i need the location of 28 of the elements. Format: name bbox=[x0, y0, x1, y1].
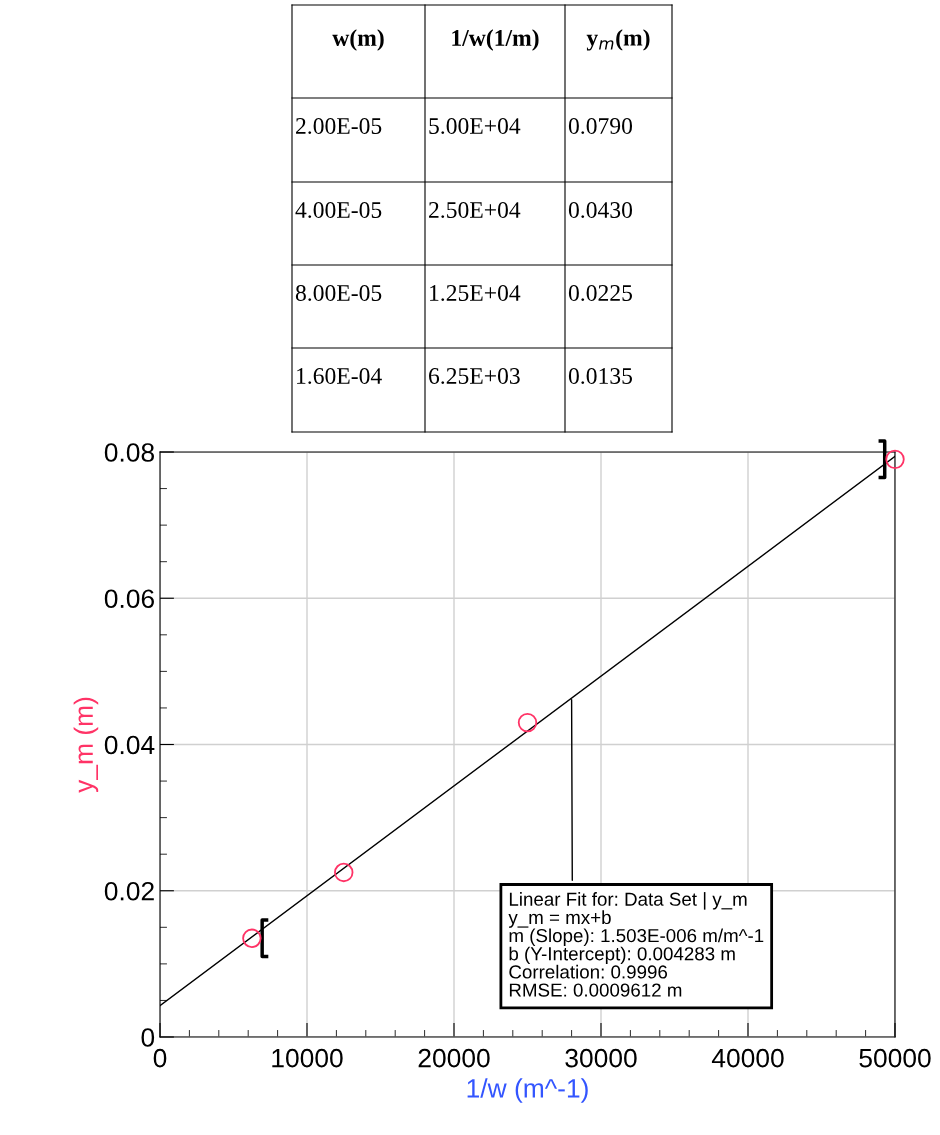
text: 0.0135 bbox=[568, 367, 633, 385]
text: 1.25E+04 bbox=[430, 284, 521, 302]
text: 0.0790 bbox=[568, 117, 633, 135]
text: w(m) bbox=[332, 29, 384, 51]
text: y$_{m}$(m) bbox=[586, 29, 650, 51]
text: 5.00E+04 bbox=[429, 117, 521, 135]
x-tick-label: 20000 bbox=[418, 1048, 490, 1068]
text: 1/w(1/m) bbox=[452, 29, 539, 51]
text: 6.25E+03 bbox=[429, 367, 520, 385]
x-tick-label: 30000 bbox=[565, 1048, 637, 1068]
text: 8.00E-05 bbox=[295, 284, 382, 302]
text: 1.60E-04 bbox=[297, 367, 382, 385]
text: 0.0225 bbox=[568, 284, 633, 302]
x-axis-title: 1/w (m^-1) bbox=[467, 1078, 588, 1103]
y-tick-label: 0.02 bbox=[104, 881, 154, 901]
x-tick-label: 50000 bbox=[859, 1048, 931, 1068]
y-axis-title: y_m (m) bbox=[73, 697, 99, 793]
text: 4.00E-05 bbox=[295, 201, 382, 219]
y-tick-label: 0.04 bbox=[104, 735, 155, 755]
x-tick-label: 40000 bbox=[711, 1048, 784, 1068]
x-tick-label: 10000 bbox=[272, 1048, 343, 1068]
y-tick-label: 0 bbox=[141, 1028, 155, 1047]
annotation: Linear Fit for: Data Set | y_m y_m = mx+b m (Slope): 1.503E-006 m/m^-1 b (Y-Intercept): 0.004283 m Correlation: 0.9996 RMSE: 0.0009612 m bbox=[508, 892, 764, 997]
y-tick-label: 0.08 bbox=[104, 443, 154, 462]
text: 2.50E+04 bbox=[429, 201, 521, 219]
text: 0.0430 bbox=[568, 201, 633, 219]
text: 2.00E-05 bbox=[296, 117, 382, 135]
y-tick-label: 0.06 bbox=[104, 589, 154, 609]
